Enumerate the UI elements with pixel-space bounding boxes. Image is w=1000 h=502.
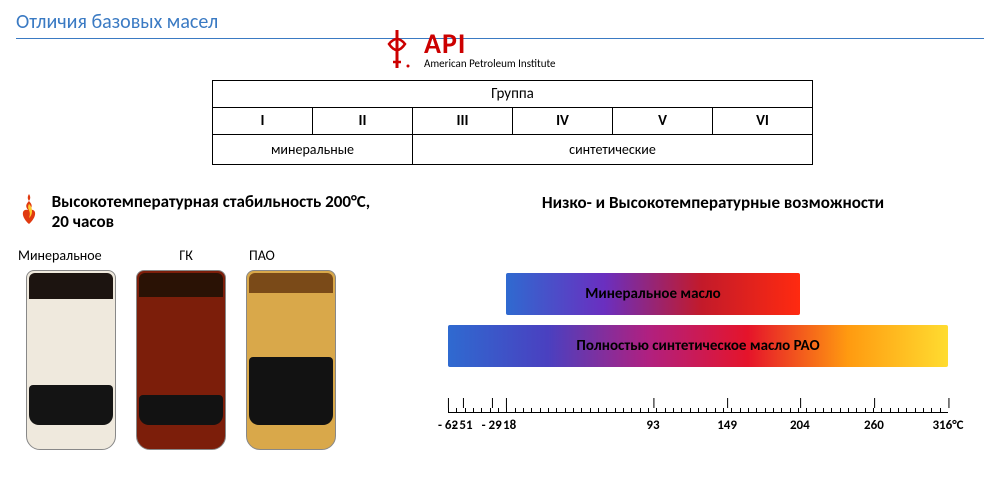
x-tick: 260	[864, 418, 884, 433]
bottle	[26, 270, 116, 450]
bottle	[136, 270, 226, 450]
group-roman: V	[613, 108, 713, 135]
x-tick: 93	[646, 418, 659, 433]
bottle-label: Минеральное	[18, 247, 123, 264]
group-category: минеральные	[213, 135, 413, 165]
bottle-labels: Минеральное ГК ПАО	[16, 247, 386, 264]
group-roman: III	[413, 108, 513, 135]
group-category: синтетические	[413, 135, 813, 165]
temp-chart: Минеральное масло Полностью синтетическое…	[448, 273, 948, 413]
x-tick: - 18	[496, 418, 516, 433]
group-roman: II	[313, 108, 413, 135]
temp-bar: Полностью синтетическое масло PAO	[448, 325, 948, 367]
x-tick: 316°C	[932, 418, 963, 433]
group-table: Группа IIIIIIIVVVI минеральныесинтетичес…	[212, 80, 813, 165]
stability-heading: Высокотемпературная стабильность 200°С, …	[52, 192, 372, 233]
temp-bar: Минеральное масло	[506, 273, 800, 315]
x-tick: 204	[790, 418, 810, 433]
bottle-label: ПАО	[249, 247, 323, 264]
group-header: Группа	[213, 81, 813, 108]
group-roman: VI	[713, 108, 813, 135]
bottle-label: ГК	[149, 247, 223, 264]
api-logo-icon	[380, 28, 414, 70]
x-tick: 149	[717, 418, 737, 433]
group-roman: I	[213, 108, 313, 135]
x-tick: - 51	[452, 418, 472, 433]
api-logo-text: API	[424, 30, 556, 58]
bottles-row	[16, 270, 386, 470]
temp-range-heading: Низко- и Высокотемпературные возможности	[448, 192, 968, 213]
api-logo: API American Petroleum Institute	[380, 28, 556, 70]
group-roman: IV	[513, 108, 613, 135]
bottle	[246, 270, 336, 450]
api-logo-subtitle: American Petroleum Institute	[424, 58, 556, 69]
fire-icon	[16, 192, 42, 226]
